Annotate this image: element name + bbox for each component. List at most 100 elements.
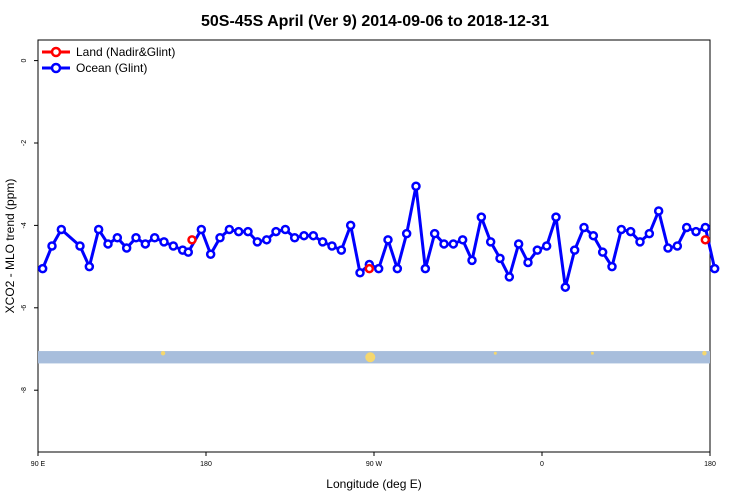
ocean-point: [579, 222, 589, 233]
ocean-point: [121, 243, 132, 253]
legend: Land (Nadir&Glint) Ocean (Glint): [42, 45, 175, 75]
ocean-point: [205, 249, 216, 259]
ocean-point: [183, 247, 194, 257]
ocean-point: [93, 224, 104, 235]
ocean-point: [691, 226, 701, 237]
ocean-point: [439, 239, 449, 249]
ocean-point: [47, 241, 57, 251]
ocean-point: [84, 261, 95, 272]
ocean-point: [485, 237, 496, 247]
land-point: [700, 235, 711, 245]
ocean-point: [233, 226, 244, 237]
x-tick-label: 180: [200, 461, 212, 468]
legend-land-marker: [50, 46, 62, 58]
y-tick-label: -8: [21, 387, 28, 393]
ocean-point: [672, 241, 683, 251]
chart-title: 50S-45S April (Ver 9) 2014-09-06 to 2018…: [201, 13, 549, 30]
ocean-point: [457, 235, 468, 245]
y-tick-label: -4: [21, 222, 28, 228]
y-axis: 0 -2 -4 -6 -8: [21, 59, 38, 393]
ocean-point: [700, 222, 711, 233]
ocean-point: [373, 263, 384, 274]
ocean-point: [392, 263, 403, 274]
band-land-marks: [160, 351, 707, 363]
ocean-point: [131, 233, 141, 243]
ocean-point: [709, 263, 720, 274]
ocean-point: [345, 220, 356, 231]
ocean-point: [215, 233, 225, 243]
band-land-mark: [365, 352, 376, 363]
x-tick-label: 90 E: [31, 461, 46, 468]
ocean-point: [513, 239, 524, 249]
series-ocean-glint: [37, 181, 720, 292]
band-land-mark: [590, 351, 594, 355]
series-land-nadir-glint: [187, 235, 711, 274]
ocean-point: [75, 241, 85, 251]
ocean-point: [429, 228, 440, 239]
ocean-point: [476, 212, 487, 222]
ocean-point: [243, 226, 253, 237]
x-axis: 90 E 180 90 W 0 180: [31, 452, 716, 468]
ocean-point: [653, 206, 664, 216]
ocean-point: [420, 263, 431, 274]
ocean-point: [355, 268, 365, 278]
ocean-point: [56, 224, 67, 235]
ocean-point: [448, 239, 459, 249]
band-land-mark: [702, 351, 707, 356]
plot-frame: [37, 39, 711, 453]
ocean-point: [541, 241, 552, 251]
y-axis-label: XCO2 - MLO trend (ppm): [3, 179, 17, 314]
legend-ocean-marker: [50, 62, 62, 74]
ocean-point: [224, 224, 235, 235]
ocean-point: [317, 237, 328, 247]
ocean-point: [597, 247, 608, 257]
land-point: [364, 263, 375, 274]
ocean-point: [401, 228, 412, 239]
band-land-mark: [493, 351, 497, 355]
land-point: [187, 235, 197, 245]
ocean-point: [336, 245, 347, 255]
ocean-point: [103, 239, 113, 249]
ocean-point: [504, 272, 515, 282]
ocean-point: [252, 237, 263, 247]
ocean-point: [196, 224, 207, 235]
ocean-point: [168, 241, 179, 251]
y-tick-label: -2: [21, 140, 28, 146]
x-tick-label: 180: [704, 461, 716, 468]
ocean-point: [644, 228, 655, 239]
ocean-point: [289, 233, 300, 243]
ocean-point: [261, 235, 272, 245]
ocean-point: [327, 241, 337, 251]
x-tick-label: 0: [540, 461, 544, 468]
band-land-mark: [160, 351, 166, 356]
ocean-point: [607, 261, 617, 272]
ocean-point: [280, 224, 291, 235]
ocean-point: [159, 237, 169, 247]
ocean-point: [569, 245, 580, 255]
ocean-point: [625, 226, 636, 237]
ocean-point: [495, 253, 505, 264]
legend-ocean-label: Ocean (Glint): [76, 61, 147, 75]
ocean-point: [383, 235, 393, 245]
ocean-point: [551, 212, 561, 222]
ocean-point: [467, 255, 477, 266]
ocean-point: [663, 243, 673, 253]
ocean-point: [37, 263, 48, 274]
ocean-point: [308, 230, 319, 241]
ocean-point: [616, 224, 627, 235]
y-tick-label: -6: [21, 305, 28, 311]
legend-land-label: Land (Nadir&Glint): [76, 45, 175, 59]
ocean-point: [411, 181, 421, 192]
ocean-point: [112, 233, 123, 243]
ocean-point: [588, 230, 599, 241]
ocean-point: [523, 257, 533, 268]
x-tick-label: 90 W: [366, 461, 383, 468]
ocean-point: [635, 237, 645, 247]
ocean-point: [299, 230, 309, 241]
ocean-point: [560, 282, 571, 292]
ocean-point: [532, 245, 543, 255]
ocean-point: [140, 239, 151, 249]
ocean-point: [149, 233, 160, 243]
ocean-point: [681, 222, 692, 233]
